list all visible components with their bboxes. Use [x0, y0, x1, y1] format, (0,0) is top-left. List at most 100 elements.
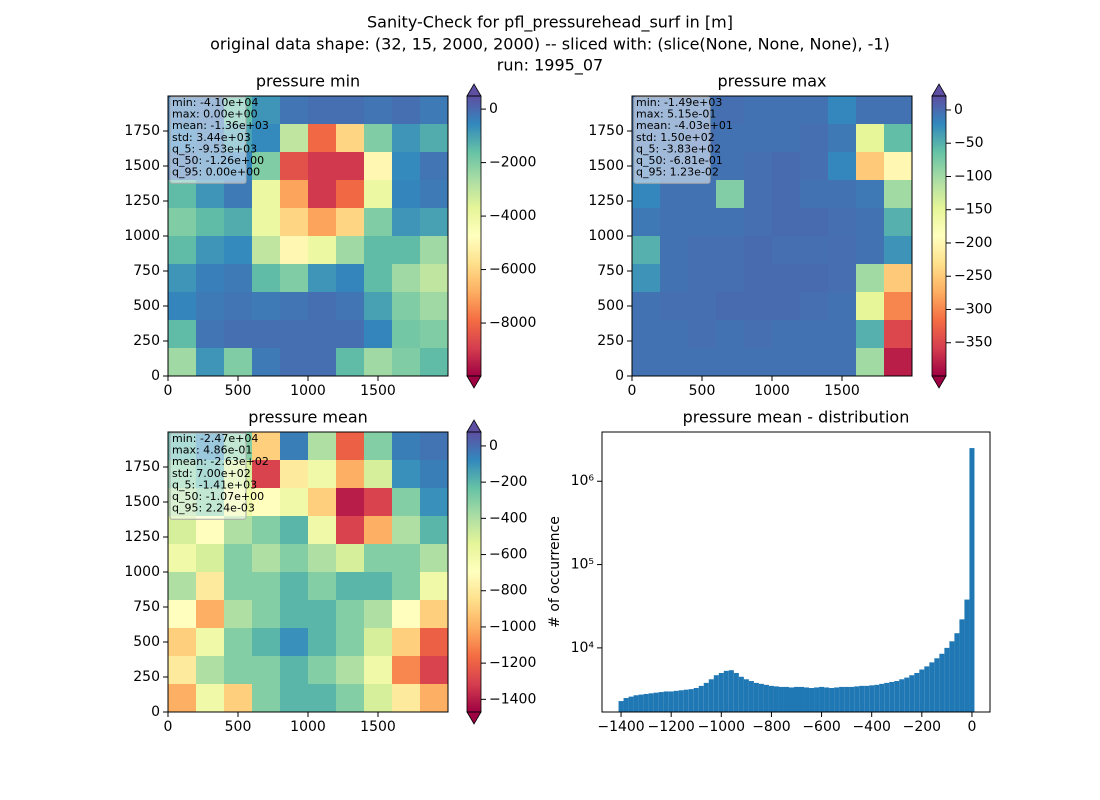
stats-line: std: 7.00e+02 — [172, 467, 251, 480]
heat-cell — [772, 236, 801, 265]
heat-cell — [168, 236, 197, 265]
heat-cell — [772, 320, 801, 349]
hist-bar — [703, 682, 709, 712]
y-tick-label: 250 — [133, 669, 160, 685]
heat-cell — [688, 292, 717, 321]
heat-cell — [688, 348, 717, 377]
heat-cell — [280, 432, 309, 461]
heat-cell — [336, 516, 365, 545]
colorbar-tick-label: −1200 — [489, 655, 536, 671]
hist-bar — [783, 686, 789, 712]
heat-cell — [196, 236, 225, 265]
y-tick-label: 1750 — [124, 459, 160, 475]
stats-line: mean: -4.03e+01 — [636, 119, 733, 132]
y-tick-label: 1250 — [124, 193, 160, 209]
x-tick-label: −200 — [903, 719, 941, 735]
heat-cell — [392, 628, 421, 657]
heat-cell — [828, 152, 857, 181]
heat-cell — [336, 348, 365, 377]
colorbar-tick-label: −400 — [489, 510, 527, 526]
stats-box — [169, 96, 247, 184]
x-tick-label: −600 — [802, 719, 840, 735]
heat-cell — [308, 264, 337, 293]
heat-cell — [420, 152, 449, 181]
heat-cell — [856, 124, 885, 153]
y-tick-label: 1000 — [124, 228, 160, 244]
colorbar-tick-label: 0 — [489, 101, 498, 117]
heat-cell — [364, 460, 393, 489]
hist-bar — [638, 694, 644, 712]
heat-cell — [716, 348, 745, 377]
heat-cell — [828, 348, 857, 377]
heat-cell — [828, 180, 857, 209]
stats-line: mean: -2.63e+02 — [172, 455, 269, 468]
heat-cell — [856, 96, 885, 125]
heat-cell — [364, 656, 393, 685]
hist-bar — [854, 686, 860, 712]
stats-line: q_50: -1.07e+00 — [172, 490, 264, 503]
heat-cell — [744, 208, 773, 237]
heat-cell — [744, 124, 773, 153]
y-tick-label: 0 — [615, 368, 624, 384]
heat-cell — [364, 572, 393, 601]
colorbar-tick-label: 0 — [954, 102, 963, 118]
heat-cell — [744, 292, 773, 321]
heat-cell — [364, 152, 393, 181]
heat-cell — [800, 152, 829, 181]
heat-cell — [280, 516, 309, 545]
heat-cell — [660, 292, 689, 321]
x-tick-label: 1500 — [360, 719, 396, 735]
heat-cell — [420, 208, 449, 237]
hist-bar — [753, 682, 759, 712]
heat-cell — [336, 236, 365, 265]
hist-bar — [778, 686, 784, 712]
heat-cell — [280, 544, 309, 573]
x-tick-label: −800 — [752, 719, 790, 735]
heat-cell — [280, 264, 309, 293]
y-tick-label: 0 — [151, 368, 160, 384]
x-tick-label: 1000 — [290, 383, 326, 399]
heat-cell — [856, 264, 885, 293]
heat-cell — [252, 96, 281, 125]
y-tick-label: 1250 — [124, 529, 160, 545]
hist-bar — [653, 692, 659, 712]
heat-cell — [196, 320, 225, 349]
heat-cell — [744, 180, 773, 209]
heat-cell — [224, 516, 253, 545]
heat-cell — [196, 264, 225, 293]
heat-cell — [632, 320, 661, 349]
hist-bar — [748, 681, 754, 712]
heat-cell — [420, 432, 449, 461]
heat-cell — [392, 292, 421, 321]
hist-bar — [708, 679, 714, 712]
heat-cell — [800, 348, 829, 377]
hist-bar — [879, 683, 885, 712]
heat-cell — [828, 320, 857, 349]
hist-bar — [904, 677, 910, 712]
x-tick-label: 0 — [164, 719, 173, 735]
heat-cell — [884, 152, 913, 181]
y-tick-label: 500 — [133, 634, 160, 650]
heat-cell — [308, 600, 337, 629]
heat-cell — [364, 236, 393, 265]
hist-bar — [668, 691, 674, 712]
heat-cell — [392, 572, 421, 601]
heat-cell — [716, 180, 745, 209]
hist-bar — [814, 687, 820, 712]
heat-cell — [364, 292, 393, 321]
x-tick-label: 500 — [225, 383, 252, 399]
heat-cell — [196, 684, 225, 713]
heat-cell — [660, 320, 689, 349]
colorbar-frame — [466, 95, 482, 377]
heat-cell — [336, 264, 365, 293]
heat-cell — [632, 348, 661, 377]
heat-cell — [308, 348, 337, 377]
hist-bar — [859, 685, 865, 712]
heat-cell — [280, 656, 309, 685]
hist-bar — [894, 681, 900, 712]
hist-bar — [643, 693, 649, 712]
hist-bar — [914, 672, 920, 712]
heat-cell — [252, 180, 281, 209]
x-tick-label: 0 — [967, 719, 976, 735]
y-tick-label: 1500 — [124, 494, 160, 510]
